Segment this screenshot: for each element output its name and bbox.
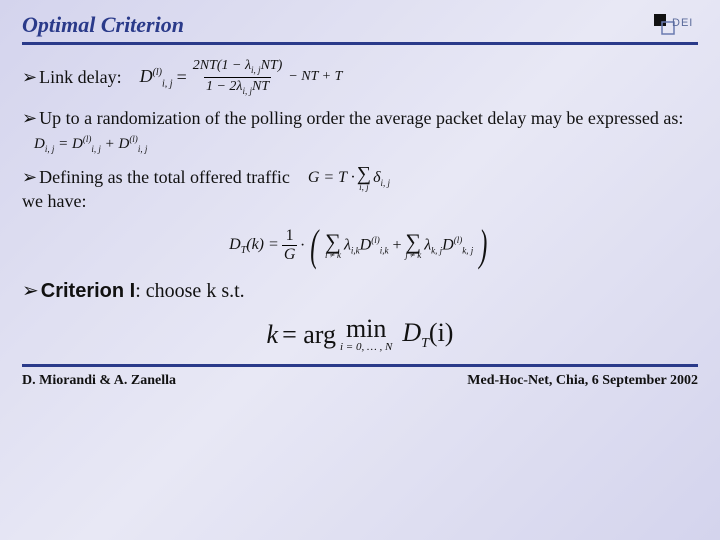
chevron-icon: ➢ bbox=[22, 280, 39, 302]
bullet-3: ➢Defining as the total offered traffic w… bbox=[22, 165, 290, 214]
formula-link-delay: D(l)i, j = 2NT(1 − λi, jNT) 1 − 2λi, jNT… bbox=[140, 59, 343, 96]
row-packet-delay: ➢Up to a randomization of the polling or… bbox=[22, 106, 698, 155]
bullet-2: ➢Up to a randomization of the polling or… bbox=[22, 108, 683, 128]
formula-DT: DT(k) = 1 G · ( ∑ i ≠ k λi,kD(l)i,k + ∑ … bbox=[229, 224, 491, 268]
paren-right-icon: ) bbox=[480, 224, 488, 268]
formula-argmin-row: k = arg min i = 0, … , N DT(i) bbox=[22, 315, 698, 354]
chevron-icon: ➢ bbox=[22, 67, 37, 87]
formula-DT-row: DT(k) = 1 G · ( ∑ i ≠ k λi,kD(l)i,k + ∑ … bbox=[22, 224, 698, 268]
row-link-delay: ➢Link delay: D(l)i, j = 2NT(1 − λi, jNT)… bbox=[22, 59, 698, 96]
footer-left: D. Miorandi & A. Zanella bbox=[22, 373, 176, 389]
slide-body: ➢Link delay: D(l)i, j = 2NT(1 − λi, jNT)… bbox=[22, 59, 698, 354]
formula-argmin: k = arg min i = 0, … , N DT(i) bbox=[267, 315, 454, 354]
footer-rule bbox=[22, 364, 698, 367]
footer-right: Med-Hoc-Net, Chia, 6 September 2002 bbox=[467, 373, 698, 389]
chevron-icon: ➢ bbox=[22, 167, 37, 187]
logo-text: DEI bbox=[672, 17, 693, 29]
bullet-1: ➢Link delay: bbox=[22, 65, 122, 89]
row-G: ➢Defining as the total offered traffic w… bbox=[22, 165, 698, 214]
formula-dij: Di, j = D(l)i, j + D(l)i, j bbox=[34, 136, 147, 152]
formula-G: G = T · ∑ i, j δi, j bbox=[308, 165, 390, 191]
slide: Optimal Criterion DEI ➢Link delay: D(l)i… bbox=[0, 0, 720, 540]
paren-left-icon: ( bbox=[311, 224, 319, 268]
title-rule bbox=[22, 42, 698, 45]
row-criterion: ➢Criterion I: choose k s.t. bbox=[22, 278, 698, 305]
chevron-icon: ➢ bbox=[22, 108, 37, 128]
page-title: Optimal Criterion bbox=[22, 12, 698, 38]
logo-dei: DEI bbox=[654, 12, 700, 42]
bullet-4: ➢Criterion I: choose k s.t. bbox=[22, 278, 245, 305]
footer: D. Miorandi & A. Zanella Med-Hoc-Net, Ch… bbox=[22, 373, 698, 389]
